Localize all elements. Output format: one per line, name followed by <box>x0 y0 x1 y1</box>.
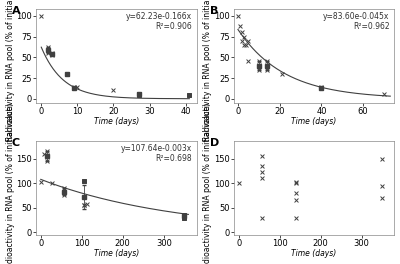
Text: C: C <box>12 138 20 148</box>
Point <box>81 203 87 208</box>
Point <box>318 85 325 89</box>
Point <box>181 213 188 217</box>
Y-axis label: Radioactivity in RNA pool (% of initial value): Radioactivity in RNA pool (% of initial … <box>6 0 14 141</box>
Point <box>181 215 188 220</box>
Y-axis label: Radioactivity in RNA pool (% of initial value): Radioactivity in RNA pool (% of initial … <box>204 103 212 264</box>
Point <box>43 149 50 153</box>
Point <box>49 181 56 185</box>
Point <box>293 191 299 195</box>
Point <box>258 154 265 158</box>
Text: B: B <box>210 6 218 16</box>
Point <box>38 14 44 18</box>
Point <box>256 63 262 68</box>
Point <box>237 24 243 28</box>
Point <box>43 159 50 163</box>
Point <box>239 30 245 35</box>
Point <box>239 39 245 43</box>
X-axis label: Time (days): Time (days) <box>292 249 337 258</box>
Point <box>186 92 192 97</box>
Point <box>74 85 80 89</box>
Point <box>264 59 270 64</box>
Point <box>245 39 252 43</box>
Point <box>256 59 262 64</box>
Point <box>278 72 285 76</box>
X-axis label: Time (days): Time (days) <box>292 117 337 126</box>
Point <box>236 181 242 185</box>
X-axis label: Time (days): Time (days) <box>94 117 139 126</box>
X-axis label: Time (days): Time (days) <box>94 249 139 258</box>
Point <box>45 45 52 49</box>
Point <box>136 92 142 97</box>
Point <box>40 152 47 156</box>
Text: D: D <box>210 138 219 148</box>
Point <box>70 85 77 89</box>
Point <box>70 86 77 90</box>
Point <box>81 178 87 183</box>
Text: y=62.23e-0.166x
R²=0.906: y=62.23e-0.166x R²=0.906 <box>126 12 192 31</box>
Point <box>63 72 70 76</box>
Point <box>258 215 265 220</box>
Point <box>258 170 265 175</box>
Point <box>293 181 299 185</box>
Point <box>318 86 325 90</box>
Point <box>379 183 385 188</box>
Y-axis label: Radioactivity in RNA pool (% of initial value): Radioactivity in RNA pool (% of initial … <box>6 103 14 264</box>
Text: A: A <box>12 6 20 16</box>
Point <box>245 59 252 64</box>
Point <box>81 203 87 208</box>
Point <box>45 51 52 55</box>
Point <box>381 92 387 96</box>
Point <box>293 215 299 220</box>
Point <box>241 35 248 39</box>
Point <box>379 196 385 200</box>
Point <box>110 88 117 93</box>
Point <box>264 68 270 72</box>
Y-axis label: Radioactivity in RNA pool (% of initial value): Radioactivity in RNA pool (% of initial … <box>204 0 212 141</box>
Point <box>243 43 250 47</box>
Point <box>136 92 142 96</box>
Point <box>84 202 90 206</box>
Point <box>379 156 385 161</box>
Text: y=83.60e-0.045x
R²=0.962: y=83.60e-0.045x R²=0.962 <box>323 12 390 31</box>
Point <box>63 72 70 76</box>
Point <box>293 180 299 184</box>
Point <box>49 51 55 55</box>
Point <box>241 43 248 47</box>
Text: y=107.64e-0.003x
R²=0.698: y=107.64e-0.003x R²=0.698 <box>120 144 192 163</box>
Point <box>49 53 55 57</box>
Point <box>258 176 265 180</box>
Point <box>235 14 241 18</box>
Point <box>60 186 67 190</box>
Point <box>293 198 299 202</box>
Point <box>38 180 44 184</box>
Point <box>258 164 265 168</box>
Point <box>60 193 67 197</box>
Point <box>256 68 262 72</box>
